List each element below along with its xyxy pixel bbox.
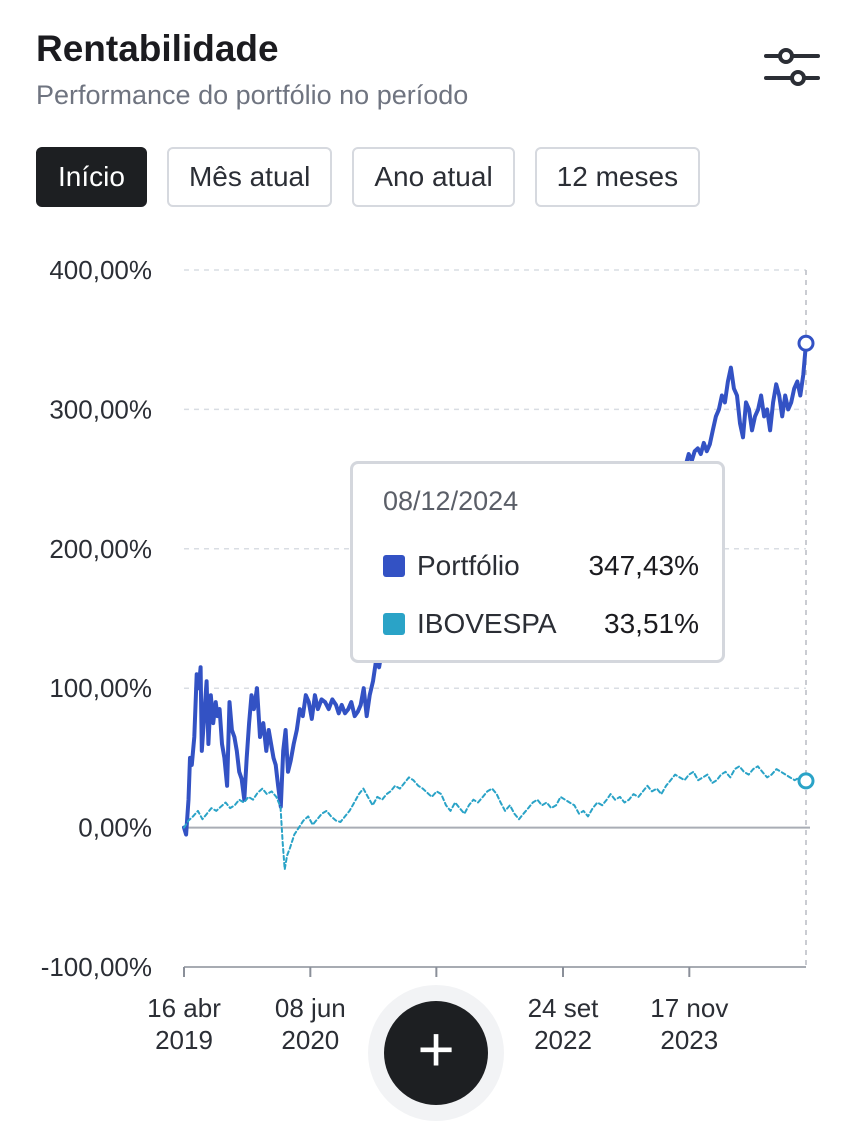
- x-tick-label: 2020: [281, 1025, 339, 1054]
- page-subtitle: Performance do portfólio no período: [36, 80, 469, 110]
- ibovespa-line: [183, 765, 807, 871]
- y-tick-label: 200,00%: [49, 534, 152, 564]
- x-tick-label: 17 nov: [650, 993, 728, 1023]
- tooltip-date: 08/12/2024: [383, 486, 519, 516]
- sliders-icon-graphic: [764, 48, 820, 86]
- tooltip-series-name: Portfólio: [417, 550, 520, 581]
- y-tick-label: 400,00%: [49, 255, 152, 285]
- portfolio-endpoint: [797, 334, 815, 352]
- x-tick-label: 24 set: [528, 993, 600, 1023]
- tab-12-meses[interactable]: 12 meses: [534, 147, 701, 207]
- tab-inicio[interactable]: Início: [36, 147, 147, 207]
- x-tick-label: 2023: [660, 1025, 718, 1054]
- sliders-icon[interactable]: [764, 42, 820, 92]
- x-tick-label: 2022: [534, 1025, 592, 1054]
- x-tick-label: 08 jun: [275, 993, 346, 1023]
- tooltip-row-ibovespa: IBOVESPA 33,51%: [383, 606, 699, 642]
- portfolio-swatch: [383, 555, 405, 577]
- tooltip-series-value: 33,51%: [604, 608, 699, 639]
- tab-ano-atual[interactable]: Ano atual: [352, 147, 515, 207]
- portfolio-line: [182, 341, 808, 837]
- performance-chart[interactable]: 400,00% 300,00% 200,00% 100,00% 0,00% -100,00…: [0, 230, 868, 1054]
- page-title: Rentabilidade: [36, 28, 279, 69]
- y-tick-label: 0,00%: [78, 813, 152, 843]
- y-tick-label: 100,00%: [49, 673, 152, 703]
- tooltip-row-portfolio: Portfólio 347,43%: [383, 548, 699, 584]
- x-tick-label: 2019: [155, 1025, 213, 1054]
- period-tabs: Início Mês atual Ano atual 12 meses: [36, 147, 701, 209]
- fab-container: +: [368, 985, 504, 1121]
- chart-tooltip: 08/12/2024 Portfólio 347,43% IBOVESPA 33…: [350, 461, 725, 663]
- plus-icon[interactable]: +: [384, 1001, 488, 1105]
- y-tick-label: -100,00%: [41, 952, 152, 982]
- tab-mes-atual[interactable]: Mês atual: [166, 147, 333, 207]
- tooltip-series-name: IBOVESPA: [417, 608, 557, 639]
- x-tick-label: 16 abr: [147, 993, 221, 1023]
- ibovespa-endpoint: [797, 772, 815, 790]
- ibovespa-swatch: [383, 613, 405, 635]
- tooltip-series-value: 347,43%: [588, 550, 699, 581]
- y-tick-label: 300,00%: [49, 394, 152, 424]
